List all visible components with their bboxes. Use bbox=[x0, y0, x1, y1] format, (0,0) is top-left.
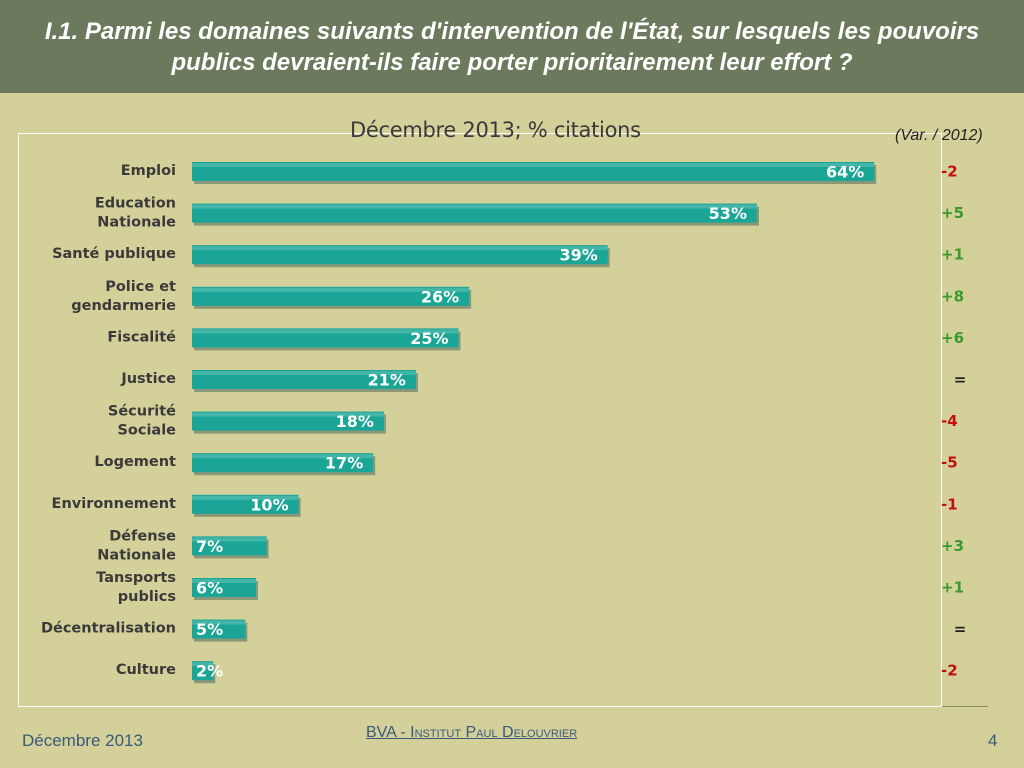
category-label: Sécurité bbox=[108, 404, 176, 420]
category-label: Décentralisation bbox=[41, 621, 176, 637]
variation-value: +1 bbox=[941, 579, 964, 597]
variation-value: +8 bbox=[941, 287, 964, 305]
bar bbox=[192, 370, 416, 389]
bar-highlight bbox=[192, 412, 384, 417]
category-label: Fiscalité bbox=[107, 329, 176, 345]
bar bbox=[192, 328, 459, 348]
variation-value: +3 bbox=[941, 537, 964, 555]
category-label: Justice bbox=[120, 371, 176, 387]
bar-highlight bbox=[192, 454, 374, 459]
page-number: 4 bbox=[988, 731, 998, 750]
variation-value: -2 bbox=[941, 662, 958, 680]
variation-value: +1 bbox=[941, 246, 964, 264]
category-label: Emploi bbox=[121, 163, 176, 179]
category-label: Nationale bbox=[97, 547, 176, 563]
bar-highlight bbox=[192, 620, 246, 625]
category-label: Sociale bbox=[117, 423, 176, 439]
bar-highlight bbox=[192, 537, 267, 542]
variation-value: -1 bbox=[941, 495, 958, 513]
category-label: publics bbox=[118, 589, 176, 605]
bar-value-label: 10% bbox=[250, 495, 288, 514]
variation-value: +6 bbox=[941, 329, 964, 347]
bar bbox=[192, 162, 875, 181]
bar bbox=[192, 536, 267, 556]
bar bbox=[192, 203, 757, 223]
bar-highlight bbox=[192, 662, 214, 667]
chart-bottom-line bbox=[942, 706, 988, 707]
category-label: Logement bbox=[94, 454, 176, 470]
chart-frame bbox=[18, 133, 942, 707]
bar-value-label: 53% bbox=[709, 204, 747, 223]
category-label: Tansports bbox=[96, 570, 176, 586]
bar bbox=[192, 286, 470, 306]
bar-highlight bbox=[192, 287, 470, 292]
category-label: Culture bbox=[116, 662, 176, 678]
bar-value-label: 25% bbox=[410, 329, 448, 348]
footer-org: BVA - Institut Paul Delouvrier bbox=[366, 724, 578, 741]
bar-highlight bbox=[192, 371, 416, 375]
variation-value: = bbox=[954, 371, 967, 389]
bar bbox=[192, 453, 374, 473]
chart-title: Décembre 2013; % citations bbox=[350, 118, 641, 142]
bar-highlight bbox=[192, 495, 299, 500]
variation-value: -5 bbox=[941, 454, 958, 472]
category-label: Environnement bbox=[52, 496, 177, 512]
bar-value-label: 17% bbox=[325, 454, 363, 473]
bar-value-label: 21% bbox=[368, 371, 406, 390]
bar-value-label: 39% bbox=[559, 246, 597, 265]
category-label: Education bbox=[95, 196, 176, 212]
variation-value: = bbox=[954, 620, 967, 638]
bar-highlight bbox=[192, 329, 459, 334]
bar-highlight bbox=[192, 579, 256, 583]
bar-highlight bbox=[192, 246, 608, 251]
bar bbox=[192, 661, 214, 681]
variation-header: (Var. / 2012) bbox=[895, 127, 983, 144]
slide-header: I.1. Parmi les domaines suivants d'inter… bbox=[0, 0, 1024, 93]
bar-value-label: 18% bbox=[336, 412, 374, 431]
bar-value-label: 64% bbox=[826, 163, 864, 182]
category-label: Nationale bbox=[97, 215, 176, 231]
bar-value-label: 2% bbox=[196, 662, 223, 681]
category-label: Police et bbox=[105, 279, 176, 295]
bar-value-label: 6% bbox=[196, 579, 223, 598]
bar bbox=[192, 494, 299, 514]
bar-value-label: 26% bbox=[421, 287, 459, 306]
variation-value: +5 bbox=[941, 204, 964, 222]
bar bbox=[192, 619, 246, 639]
footer-date: Décembre 2013 bbox=[22, 731, 143, 750]
category-label: Défense bbox=[109, 528, 176, 544]
bar-highlight bbox=[192, 163, 875, 167]
slide-title: I.1. Parmi les domaines suivants d'inter… bbox=[44, 17, 980, 76]
category-label: Santé publique bbox=[52, 246, 176, 262]
variation-value: -4 bbox=[941, 412, 958, 430]
bar-value-label: 7% bbox=[196, 537, 223, 556]
bar-value-label: 5% bbox=[196, 620, 223, 639]
variation-value: -2 bbox=[941, 163, 958, 181]
bar bbox=[192, 245, 608, 265]
category-label: gendarmerie bbox=[71, 298, 176, 314]
bar bbox=[192, 578, 256, 597]
bar bbox=[192, 411, 384, 431]
bar-highlight bbox=[192, 204, 757, 209]
